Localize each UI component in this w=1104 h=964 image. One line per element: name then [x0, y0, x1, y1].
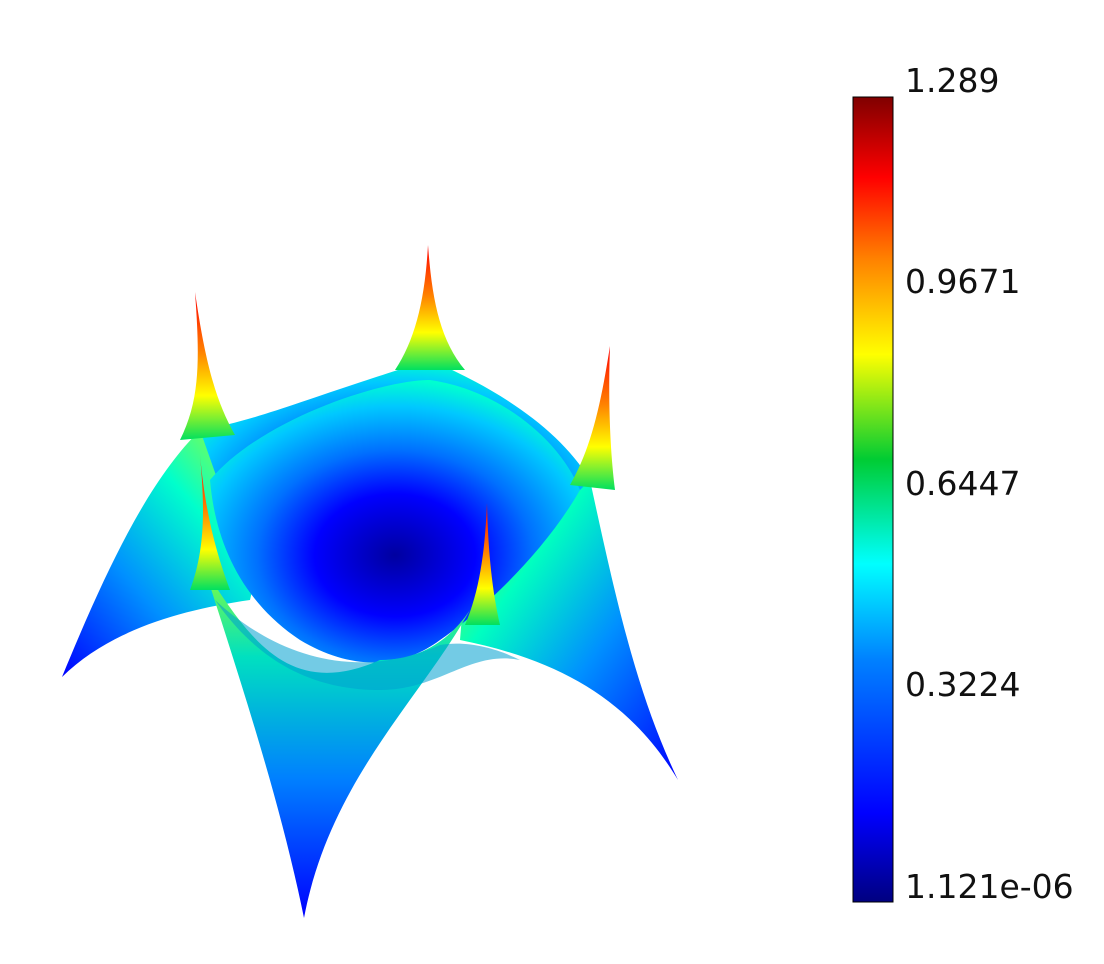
colorbar-tick-label: 0.6447	[905, 464, 1020, 503]
colorbar-tick-label: 0.9671	[905, 262, 1020, 301]
peak-spike-front-right	[465, 503, 500, 625]
peak-spike-back	[395, 245, 465, 370]
surface-dome-lip	[215, 600, 520, 690]
colorbar-gradient	[852, 96, 894, 903]
colorbar: 1.289 0.9671 0.6447 0.3224 1.121e-06	[852, 61, 1074, 906]
colorbar-tick-label: 0.3224	[905, 665, 1020, 704]
peak-spike-front-left	[190, 455, 230, 590]
colorbar-tick-label: 1.289	[905, 61, 999, 100]
colorbar-tick-label: 1.121e-06	[905, 867, 1074, 906]
peak-spike-left	[180, 292, 235, 440]
peak-spike-right	[570, 346, 615, 490]
